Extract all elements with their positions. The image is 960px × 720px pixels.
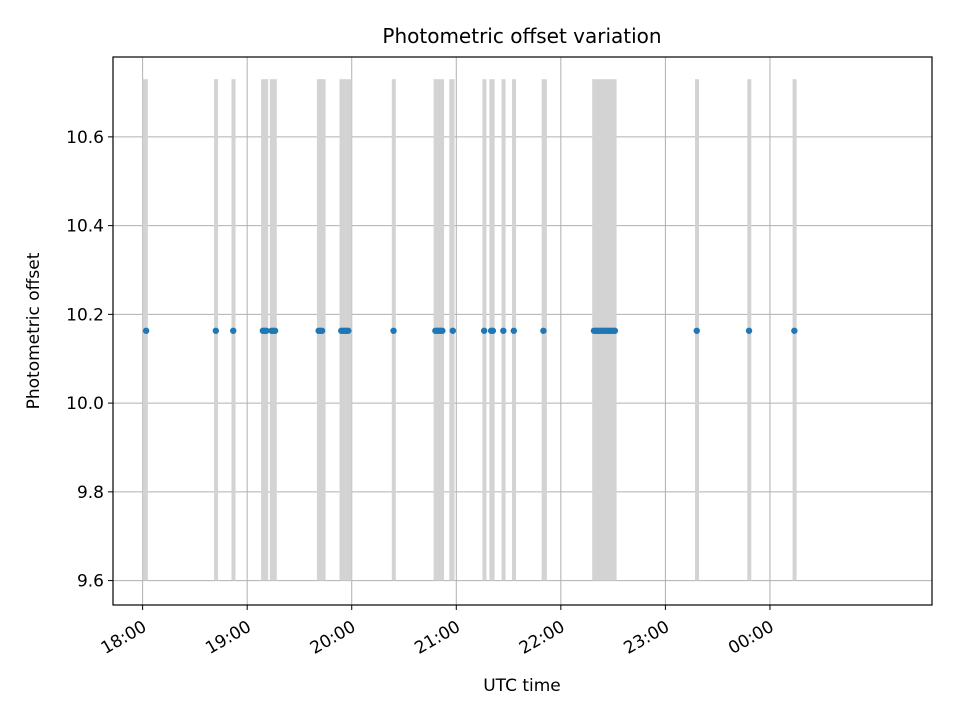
chart-title: Photometric offset variation [382,24,661,48]
y-tick-label: 10.0 [66,394,104,414]
y-tick-label: 10.2 [66,305,104,325]
data-point [263,327,270,334]
data-point [318,327,326,334]
data-point [693,327,700,334]
y-axis-ticks: 9.6 9.8 10.0 10.2 10.4 10.6 [66,128,113,592]
data-point [230,327,237,334]
data-point [480,327,488,334]
y-tick-label: 9.8 [77,483,104,503]
data-point [142,327,150,334]
plot-frame [112,56,933,606]
data-points [142,327,798,334]
data-point [540,327,547,334]
data-point [510,327,517,334]
data-point [500,327,507,334]
data-point [212,327,220,334]
data-point [489,327,497,334]
data-point [745,327,753,334]
x-axis-label: UTC time [483,676,561,696]
y-tick-label: 10.4 [66,217,104,237]
data-point [439,327,446,334]
data-point [271,327,279,334]
data-point [390,327,397,334]
data-point [791,327,798,334]
y-tick-label: 9.6 [77,572,104,592]
data-point [611,327,619,334]
data-point [345,327,352,334]
data-point [449,327,456,334]
y-axis-label: Photometric offset [24,252,44,409]
y-tick-label: 10.6 [66,128,104,148]
